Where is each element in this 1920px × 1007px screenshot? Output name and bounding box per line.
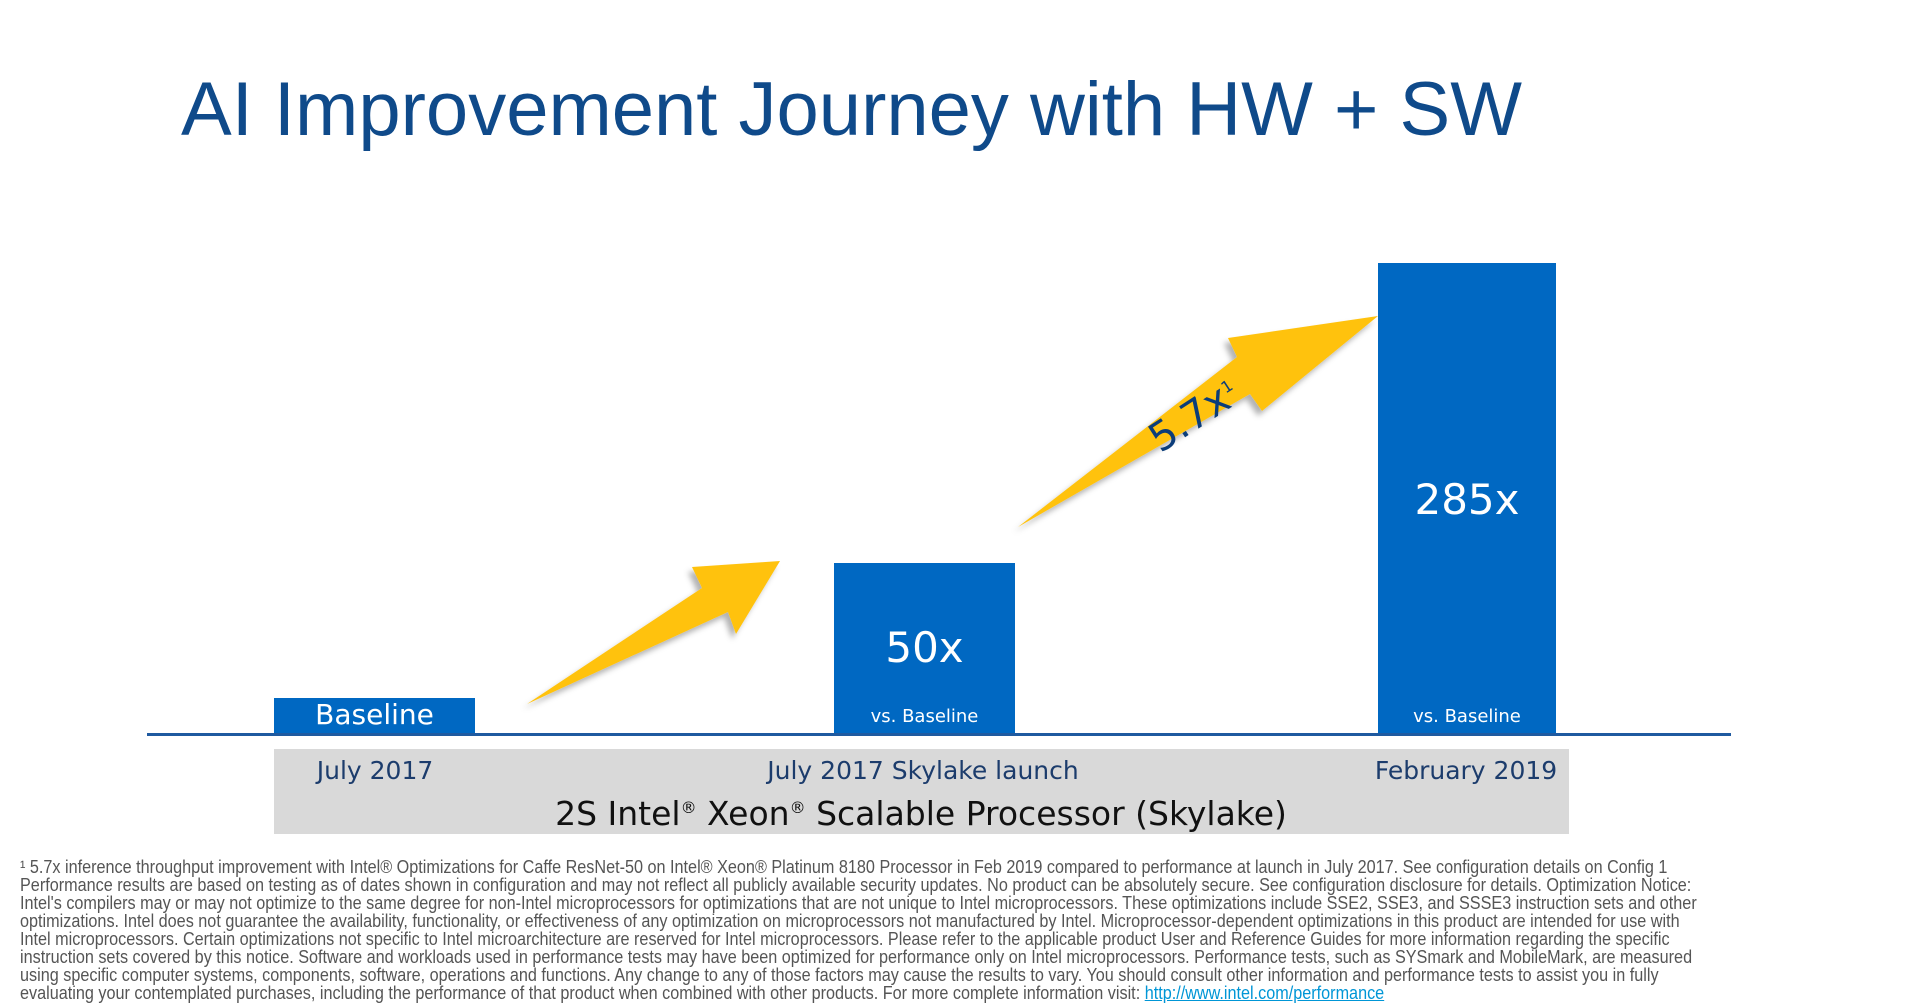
category-label: July 2017 Skylake launch	[767, 756, 1079, 785]
category-label: February 2019	[1374, 756, 1558, 785]
slide-title: AI Improvement Journey with HW + SW	[181, 67, 1522, 152]
bar-0: Baseline	[274, 698, 475, 735]
performance-link[interactable]: http://www.intel.com/performance	[1144, 983, 1385, 1003]
arrow-2	[1018, 316, 1378, 527]
footnote-line: ¹ 5.7x inference throughput improvement …	[20, 857, 1668, 877]
bar-1: 50x vs. Baseline	[834, 563, 1015, 735]
bar-sublabel: vs. Baseline	[1413, 706, 1521, 727]
footnote-line: using specific computer systems, compone…	[20, 965, 1659, 985]
footnote-line: Intel microprocessors. Certain optimizat…	[20, 929, 1670, 949]
footnote-line: Intel's compilers may or may not optimiz…	[20, 893, 1697, 913]
footnote: ¹ 5.7x inference throughput improvement …	[20, 858, 1883, 1002]
footnote-line: instruction sets covered by this notice.…	[20, 947, 1693, 967]
footnote-line: optimizations. Intel does not guarantee …	[20, 911, 1680, 931]
bar-2: 285x vs. Baseline	[1378, 263, 1556, 735]
category-label: July 2017	[316, 756, 434, 785]
bar-label: Baseline	[315, 698, 434, 731]
category-band	[274, 749, 1569, 834]
footnote-line: Performance results are based on testing…	[20, 875, 1692, 895]
bar-label: 50x	[885, 623, 964, 672]
x-axis-title: 2S Intel® Xeon® Scalable Processor (Skyl…	[555, 794, 1287, 833]
bar-sublabel: vs. Baseline	[870, 706, 979, 727]
bar-label: 285x	[1414, 475, 1520, 524]
arrow-1	[527, 561, 780, 704]
footnote-line: evaluating your contemplated purchases, …	[20, 983, 1385, 1003]
x-axis-line	[147, 733, 1731, 736]
